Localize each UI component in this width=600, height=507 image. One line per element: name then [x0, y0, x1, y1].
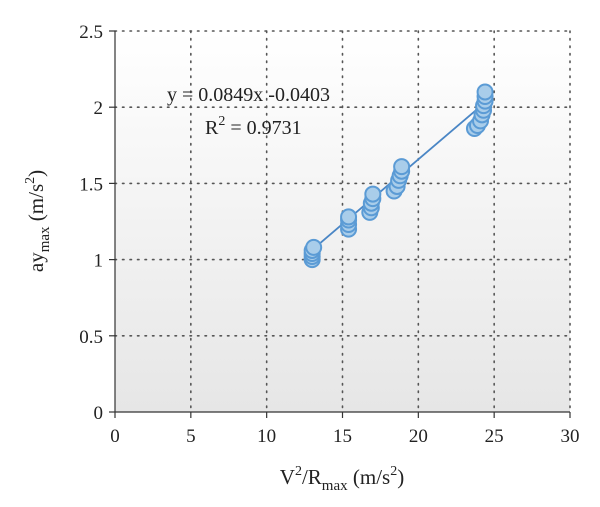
data-point [393, 158, 411, 176]
data-point [340, 208, 358, 226]
tick-labels: 0 5 10 15 20 25 30 0 0.5 1 1.5 2 2.5 [79, 22, 579, 447]
y-tick-label: 1.5 [79, 174, 103, 195]
y-tick-label: 0.5 [79, 327, 103, 348]
data-point [305, 238, 323, 256]
y-tick-label: 1 [94, 251, 104, 272]
x-tick-label: 15 [333, 426, 352, 447]
grid [114, 30, 571, 413]
axes [109, 30, 571, 418]
y-tick-label: 2 [94, 98, 104, 119]
x-tick-label: 30 [561, 426, 580, 447]
x-tick-label: 10 [257, 426, 276, 447]
y-tick-label: 0 [94, 403, 104, 424]
equation-label: y = 0.0849x -0.0403 [167, 84, 330, 106]
data-point [364, 185, 382, 203]
data-points [303, 83, 494, 269]
y-axis-title: aymax (m/s2) [23, 170, 53, 272]
r-squared-label: R2 = 0.9731 [205, 114, 302, 139]
x-axis-title: V2/Rmax (m/s2) [280, 464, 404, 494]
x-tick-label: 0 [110, 426, 120, 447]
data-point [476, 83, 494, 101]
x-tick-label: 25 [485, 426, 504, 447]
x-tick-label: 5 [186, 426, 196, 447]
x-tick-label: 20 [409, 426, 428, 447]
y-tick-label: 2.5 [79, 22, 103, 43]
